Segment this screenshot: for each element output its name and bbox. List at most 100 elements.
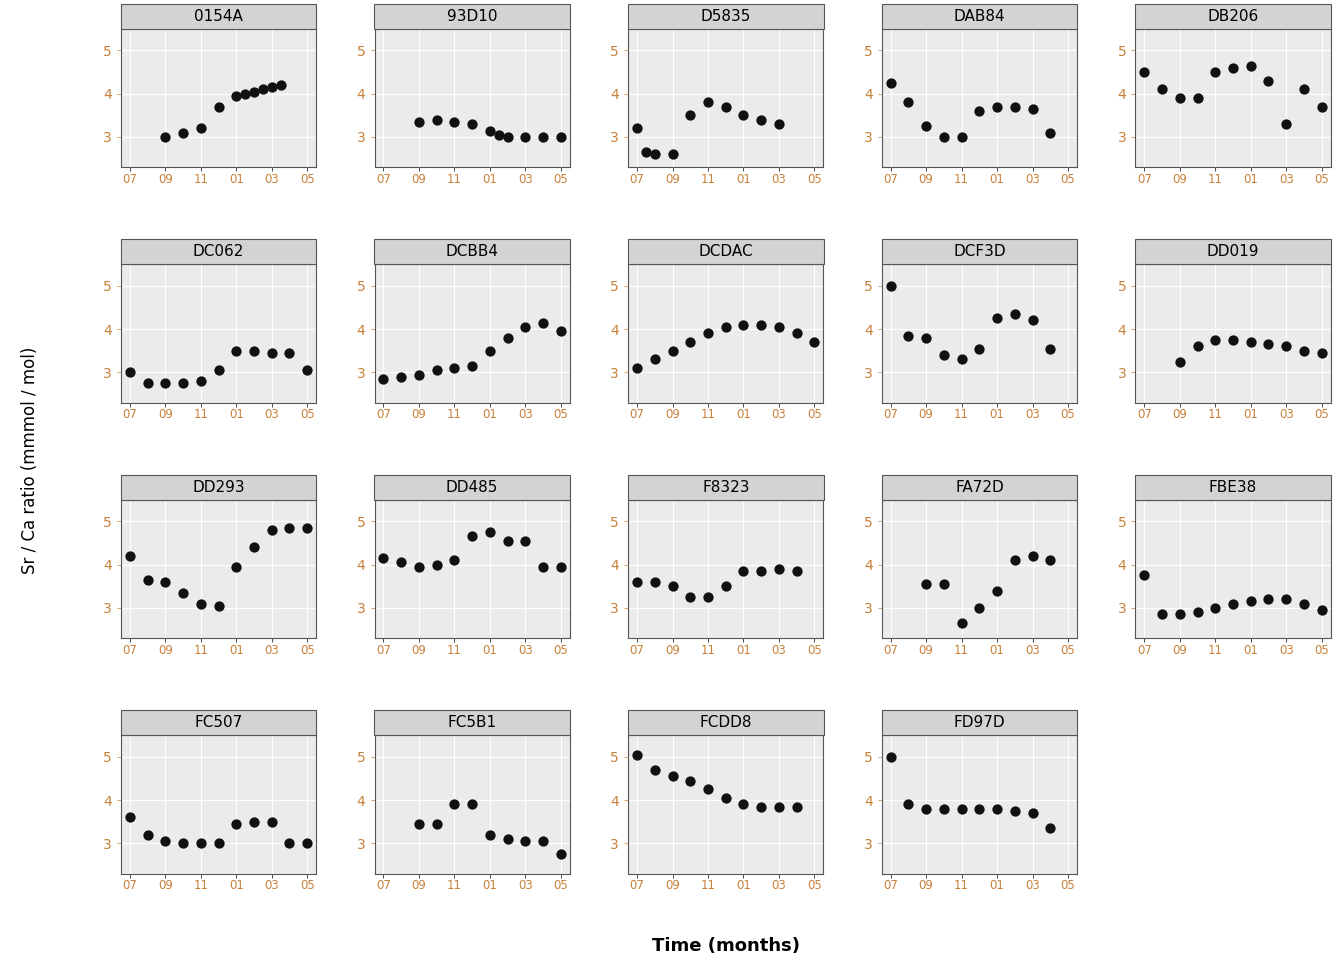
Point (1004, 99, 1025, 114)
Text: 0154A: 0154A (194, 9, 243, 24)
Point (1204, 332, 1226, 348)
Point (1258, 73, 1279, 88)
Point (698, 781, 719, 797)
Point (461, 116, 482, 132)
Text: 93D10: 93D10 (448, 9, 497, 24)
Point (497, 130, 519, 145)
Point (969, 104, 991, 119)
Text: DCF3D: DCF3D (953, 244, 1005, 259)
Point (661, 147, 683, 162)
Text: DC062: DC062 (192, 244, 245, 259)
Point (120, 548, 141, 564)
Point (1310, 99, 1332, 114)
Point (137, 827, 159, 842)
Point (804, 334, 825, 349)
Text: DD019: DD019 (1207, 244, 1259, 259)
Point (732, 317, 754, 332)
Point (898, 95, 919, 110)
Text: DCBB4: DCBB4 (446, 244, 499, 259)
Point (426, 112, 448, 128)
Point (933, 348, 954, 363)
Point (261, 814, 282, 829)
Point (1258, 591, 1279, 607)
Point (952, 615, 973, 631)
Point (1152, 82, 1173, 97)
Text: FC5B1: FC5B1 (448, 715, 497, 731)
Point (626, 574, 648, 589)
Point (969, 801, 991, 816)
Text: DD485: DD485 (446, 480, 499, 494)
Text: FD97D: FD97D (954, 715, 1005, 731)
Point (261, 522, 282, 538)
Point (715, 99, 737, 114)
Point (880, 75, 902, 90)
Point (550, 324, 571, 339)
Point (1004, 804, 1025, 819)
Point (1169, 90, 1191, 106)
Point (750, 112, 771, 128)
Point (550, 847, 571, 862)
Point (243, 343, 265, 358)
Point (1275, 591, 1297, 607)
Point (515, 320, 536, 335)
Point (750, 799, 771, 814)
FancyBboxPatch shape (375, 239, 570, 264)
Point (1039, 125, 1060, 140)
Point (278, 520, 300, 536)
Point (636, 144, 657, 159)
Point (698, 325, 719, 341)
Point (915, 118, 937, 133)
Point (769, 562, 790, 577)
Point (208, 363, 230, 378)
Point (661, 579, 683, 594)
Point (155, 375, 176, 391)
Point (1241, 593, 1262, 609)
Point (226, 816, 247, 831)
Point (515, 130, 536, 145)
Point (391, 369, 413, 384)
Point (715, 320, 737, 335)
FancyBboxPatch shape (628, 475, 824, 499)
Point (1293, 343, 1314, 358)
Point (933, 801, 954, 816)
Point (532, 315, 554, 330)
Point (880, 278, 902, 294)
Point (626, 747, 648, 762)
Point (1021, 548, 1043, 564)
FancyBboxPatch shape (1136, 239, 1331, 264)
FancyBboxPatch shape (121, 475, 316, 499)
Point (444, 553, 465, 568)
FancyBboxPatch shape (375, 4, 570, 29)
Point (497, 330, 519, 346)
Point (532, 130, 554, 145)
FancyBboxPatch shape (1136, 475, 1331, 499)
Point (226, 88, 247, 104)
FancyBboxPatch shape (375, 710, 570, 735)
FancyBboxPatch shape (882, 710, 1077, 735)
Point (1187, 90, 1208, 106)
Point (444, 360, 465, 375)
Point (488, 127, 509, 142)
Point (1204, 64, 1226, 80)
Point (426, 557, 448, 572)
Point (478, 827, 500, 842)
Point (478, 123, 500, 138)
Point (786, 325, 808, 341)
Point (644, 574, 665, 589)
Point (715, 790, 737, 805)
Point (680, 108, 702, 123)
Point (1241, 334, 1262, 349)
Point (461, 797, 482, 812)
Point (1133, 567, 1154, 583)
Point (986, 99, 1008, 114)
Point (1310, 602, 1332, 617)
Point (270, 78, 292, 93)
Point (1039, 341, 1060, 356)
Point (243, 84, 265, 99)
Point (769, 320, 790, 335)
Point (409, 559, 430, 574)
Point (933, 576, 954, 591)
Point (915, 576, 937, 591)
Point (190, 835, 211, 851)
Point (208, 835, 230, 851)
